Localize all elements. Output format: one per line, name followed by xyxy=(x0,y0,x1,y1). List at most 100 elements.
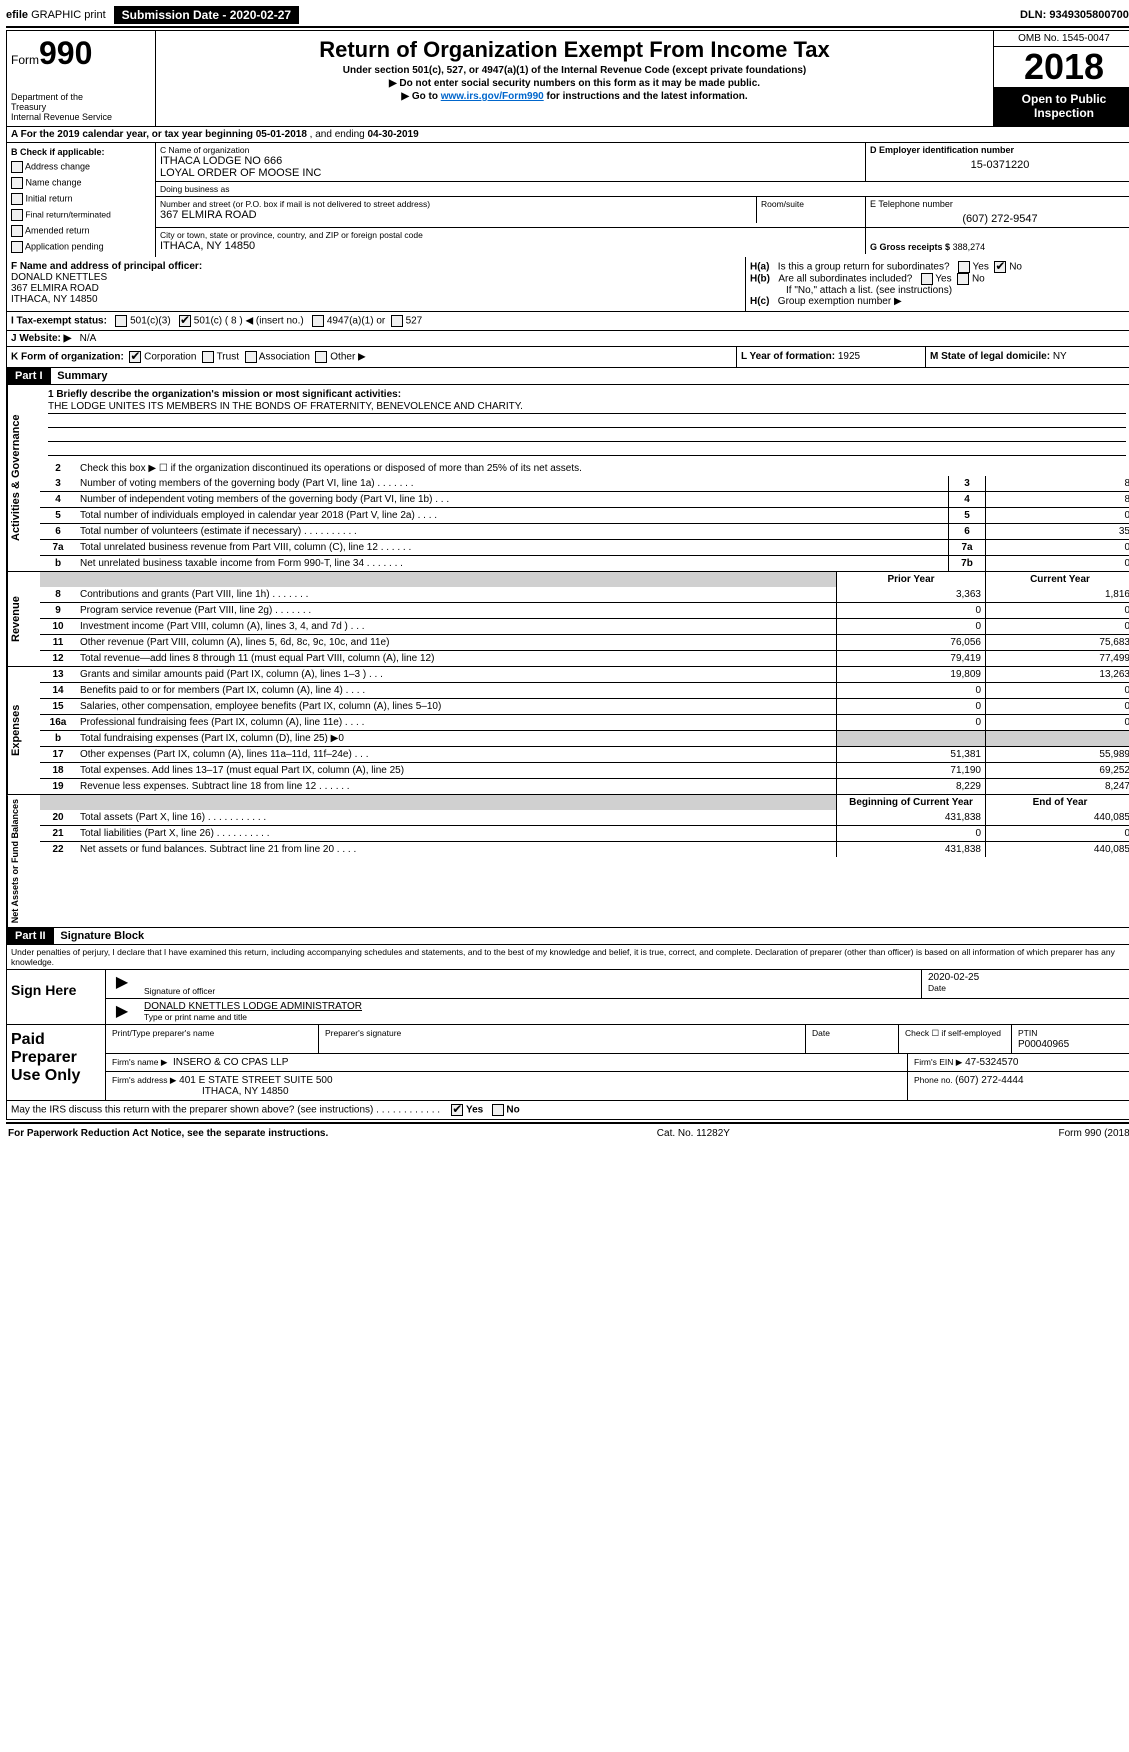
firm-ein-label: Firm's EIN ▶ xyxy=(914,1057,962,1067)
row-curr: 0 xyxy=(986,699,1129,715)
row-desc: Contributions and grants (Part VIII, lin… xyxy=(76,587,837,603)
form990-link[interactable]: www.irs.gov/Form990 xyxy=(441,91,544,102)
dept-irs: Internal Revenue Service xyxy=(11,112,151,122)
hb-yes: Yes xyxy=(935,274,951,285)
b-label-5: Application pending xyxy=(25,241,104,251)
checkbox-assoc[interactable] xyxy=(245,351,257,363)
room: Room/suite xyxy=(757,197,865,223)
gov-desc: Number of independent voting members of … xyxy=(76,492,949,508)
box-k: K Form of organization: Corporation Trus… xyxy=(7,347,737,367)
row-num: 18 xyxy=(40,763,76,779)
checkbox-initial-return[interactable] xyxy=(11,193,23,205)
table-row: 19Revenue less expenses. Subtract line 1… xyxy=(40,779,1129,795)
discuss-yes: Yes xyxy=(466,1105,483,1116)
row-curr: 55,989 xyxy=(986,747,1129,763)
submission-date: 2020-02-27 xyxy=(230,8,291,22)
rev-head-d xyxy=(76,572,837,587)
discuss-no: No xyxy=(506,1105,519,1116)
sig-name-label: Type or print name and title xyxy=(144,1012,1128,1022)
submission-pill: Submission Date - 2020-02-27 xyxy=(114,6,299,24)
row-prior: 0 xyxy=(837,715,986,731)
hb-note: If "No," attach a list. (see instruction… xyxy=(750,285,1129,296)
checkbox-4947[interactable] xyxy=(312,315,324,327)
sign-line1: ▶ Signature of officer 2020-02-25 Date xyxy=(106,970,1129,999)
sub1: Under section 501(c), 527, or 4947(a)(1)… xyxy=(160,65,989,76)
street-value: 367 ELMIRA ROAD xyxy=(160,209,752,221)
checkbox-hb-no[interactable] xyxy=(957,273,969,285)
f-city: ITHACA, NY 14850 xyxy=(11,294,98,305)
checkbox-amended[interactable] xyxy=(11,225,23,237)
m-label: M State of legal domicile: xyxy=(930,351,1053,362)
row-desc: Benefits paid to or for members (Part IX… xyxy=(76,683,837,699)
open-public: Open to Public Inspection xyxy=(994,88,1129,126)
checkbox-hb-yes[interactable] xyxy=(921,273,933,285)
checkbox-discuss-no[interactable] xyxy=(492,1104,504,1116)
gov-tag: 4 xyxy=(949,492,986,508)
row-desc: Other expenses (Part IX, column (A), lin… xyxy=(76,747,837,763)
checkbox-ha-yes[interactable] xyxy=(958,261,970,273)
row-prior: 19,809 xyxy=(837,667,986,683)
prep-h5: PTINP00040965 xyxy=(1012,1025,1129,1053)
prep-grid: Print/Type preparer's name Preparer's si… xyxy=(106,1025,1129,1100)
rev-head: Prior Year Current Year xyxy=(40,572,1129,587)
checkbox-address-change[interactable] xyxy=(11,161,23,173)
checkbox-527[interactable] xyxy=(391,315,403,327)
prep-row-firm: Firm's name ▶ INSERO & CO CPAS LLP Firm'… xyxy=(106,1054,1129,1072)
city: City or town, state or province, country… xyxy=(156,228,865,254)
sig-arrow-1: ▶ xyxy=(106,970,138,998)
gov-row: 4Number of independent voting members of… xyxy=(40,492,1129,508)
b-label-3: Final return/terminated xyxy=(25,209,111,219)
prep-label: Paid Preparer Use Only xyxy=(7,1025,106,1100)
prep-h5-t: PTIN xyxy=(1018,1028,1037,1038)
checkbox-501c3[interactable] xyxy=(115,315,127,327)
street-label: Number and street (or P.O. box if mail i… xyxy=(160,199,752,209)
b-label-0: Address change xyxy=(25,161,90,171)
checkbox-final[interactable] xyxy=(11,209,23,221)
mission-blank2 xyxy=(48,429,1126,442)
rev-side: Revenue xyxy=(7,572,40,666)
dln-label: DLN: xyxy=(1020,9,1049,21)
prep-h3: Date xyxy=(806,1025,899,1053)
street: Number and street (or P.O. box if mail i… xyxy=(156,197,757,223)
gov-2-num: 2 xyxy=(40,461,76,476)
website-label: J Website: ▶ xyxy=(11,333,71,344)
gov-val: 8 xyxy=(986,476,1129,492)
sig-date-label: Date xyxy=(928,983,1128,993)
b-item-1: Name change xyxy=(11,177,151,189)
box-g: G Gross receipts $ 388,274 xyxy=(865,228,1129,254)
gov-content: 1 Briefly describe the organization's mi… xyxy=(40,385,1129,571)
gov-tag: 5 xyxy=(949,508,986,524)
row-prior: 8,229 xyxy=(837,779,986,795)
checkbox-discuss-yes[interactable] xyxy=(451,1104,463,1116)
table-row: 16aProfessional fundraising fees (Part I… xyxy=(40,715,1129,731)
row-a-label: A For the 2019 calendar year, or tax yea… xyxy=(11,129,256,140)
checkbox-ha-no[interactable] xyxy=(994,261,1006,273)
org-name1: ITHACA LODGE NO 666 xyxy=(160,155,861,167)
row-desc: Professional fundraising fees (Part IX, … xyxy=(76,715,837,731)
checkbox-corp[interactable] xyxy=(129,351,141,363)
gov-line1-label: 1 Briefly describe the organization's mi… xyxy=(48,389,401,400)
table-row: 13Grants and similar amounts paid (Part … xyxy=(40,667,1129,683)
b-label-1: Name change xyxy=(26,177,82,187)
row-num: 9 xyxy=(40,603,76,619)
row-num: 15 xyxy=(40,699,76,715)
row-desc: Program service revenue (Part VIII, line… xyxy=(76,603,837,619)
row-curr: 1,816 xyxy=(986,587,1129,603)
checkbox-other[interactable] xyxy=(315,351,327,363)
table-row: 14Benefits paid to or for members (Part … xyxy=(40,683,1129,699)
gov-num: 4 xyxy=(40,492,76,508)
row-a-end: 04-30-2019 xyxy=(368,129,419,140)
checkbox-name-change[interactable] xyxy=(11,177,23,189)
f-street: 367 ELMIRA ROAD xyxy=(11,283,99,294)
checkbox-app-pending[interactable] xyxy=(11,241,23,253)
k-assoc: Association xyxy=(259,352,310,363)
row-curr: 0 xyxy=(986,603,1129,619)
col-cd: C Name of organization ITHACA LODGE NO 6… xyxy=(156,143,1129,257)
row-desc: Total assets (Part X, line 16) . . . . .… xyxy=(76,810,837,826)
e-label: E Telephone number xyxy=(870,199,1129,209)
checkbox-trust[interactable] xyxy=(202,351,214,363)
addr-wrap: Number and street (or P.O. box if mail i… xyxy=(156,197,865,227)
sig-name: DONALD KNETTLES LODGE ADMINISTRATOR Type… xyxy=(138,999,1129,1024)
checkbox-501c[interactable] xyxy=(179,315,191,327)
l-label: L Year of formation: xyxy=(741,351,838,362)
